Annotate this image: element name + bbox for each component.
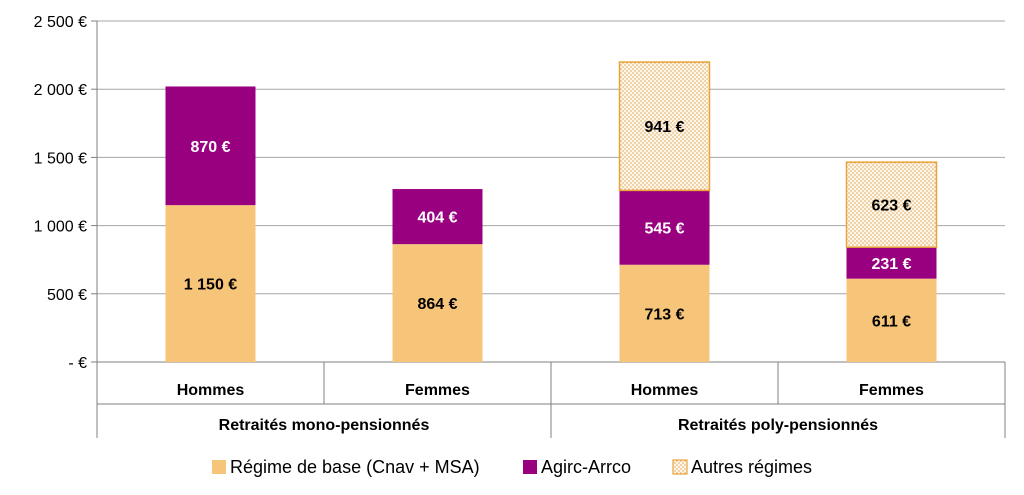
- group-label: Retraités mono-pensionnés: [219, 417, 430, 434]
- y-tick-label: 1 000 €: [34, 219, 87, 236]
- category-label: Hommes: [631, 382, 699, 399]
- bar-segment: [846, 247, 937, 279]
- data-label: 623 €: [871, 198, 911, 215]
- y-tick-label: 1 500 €: [34, 150, 87, 167]
- legend-swatch: [212, 460, 226, 474]
- category-label: Femmes: [859, 382, 924, 399]
- legend: Régime de base (Cnav + MSA) Agirc-Arrco Au…: [212, 457, 812, 477]
- data-label: 864 €: [417, 296, 457, 313]
- y-tick-label: 500 €: [47, 287, 87, 304]
- legend-label: Autres régimes: [691, 457, 812, 477]
- data-label: 1 150 €: [184, 277, 237, 294]
- bar-segment: [618, 61, 711, 192]
- bar-segment: [165, 86, 256, 206]
- legend-label: Régime de base (Cnav + MSA): [230, 457, 480, 477]
- category-label: Hommes: [177, 382, 245, 399]
- data-label: 404 €: [417, 210, 457, 227]
- y-tick-label: - €: [68, 355, 87, 372]
- data-labels: 1 150 € 870 € 864 € 404 € 713 € 545 € 941 € 611…: [184, 119, 912, 330]
- legend-swatch: [523, 460, 537, 474]
- data-label: 870 €: [190, 139, 230, 156]
- bar-segment: [845, 161, 938, 248]
- data-label: 611 €: [872, 313, 911, 330]
- data-label: 713 €: [644, 306, 684, 323]
- bar-segment: [619, 264, 710, 362]
- data-label: 545 €: [644, 221, 684, 238]
- data-label: 231 €: [871, 256, 911, 273]
- bar-segment: [392, 189, 483, 245]
- legend-label: Agirc-Arrco: [541, 457, 631, 477]
- legend-swatch: [672, 459, 688, 475]
- bar-segment: [619, 190, 710, 265]
- data-label: 941 €: [644, 119, 684, 136]
- category-label: Femmes: [405, 382, 470, 399]
- y-tick-label: 2 500 €: [34, 14, 87, 31]
- y-tick-label: 2 000 €: [34, 82, 87, 99]
- bar-segment: [846, 278, 937, 362]
- bar-segment: [392, 244, 483, 362]
- bars: [165, 61, 938, 362]
- group-label: Retraités poly-pensionnés: [678, 417, 878, 434]
- category-axis: Hommes Femmes Hommes Femmes Retraités mono-p…: [96, 362, 1006, 438]
- bar-segment: [165, 205, 256, 362]
